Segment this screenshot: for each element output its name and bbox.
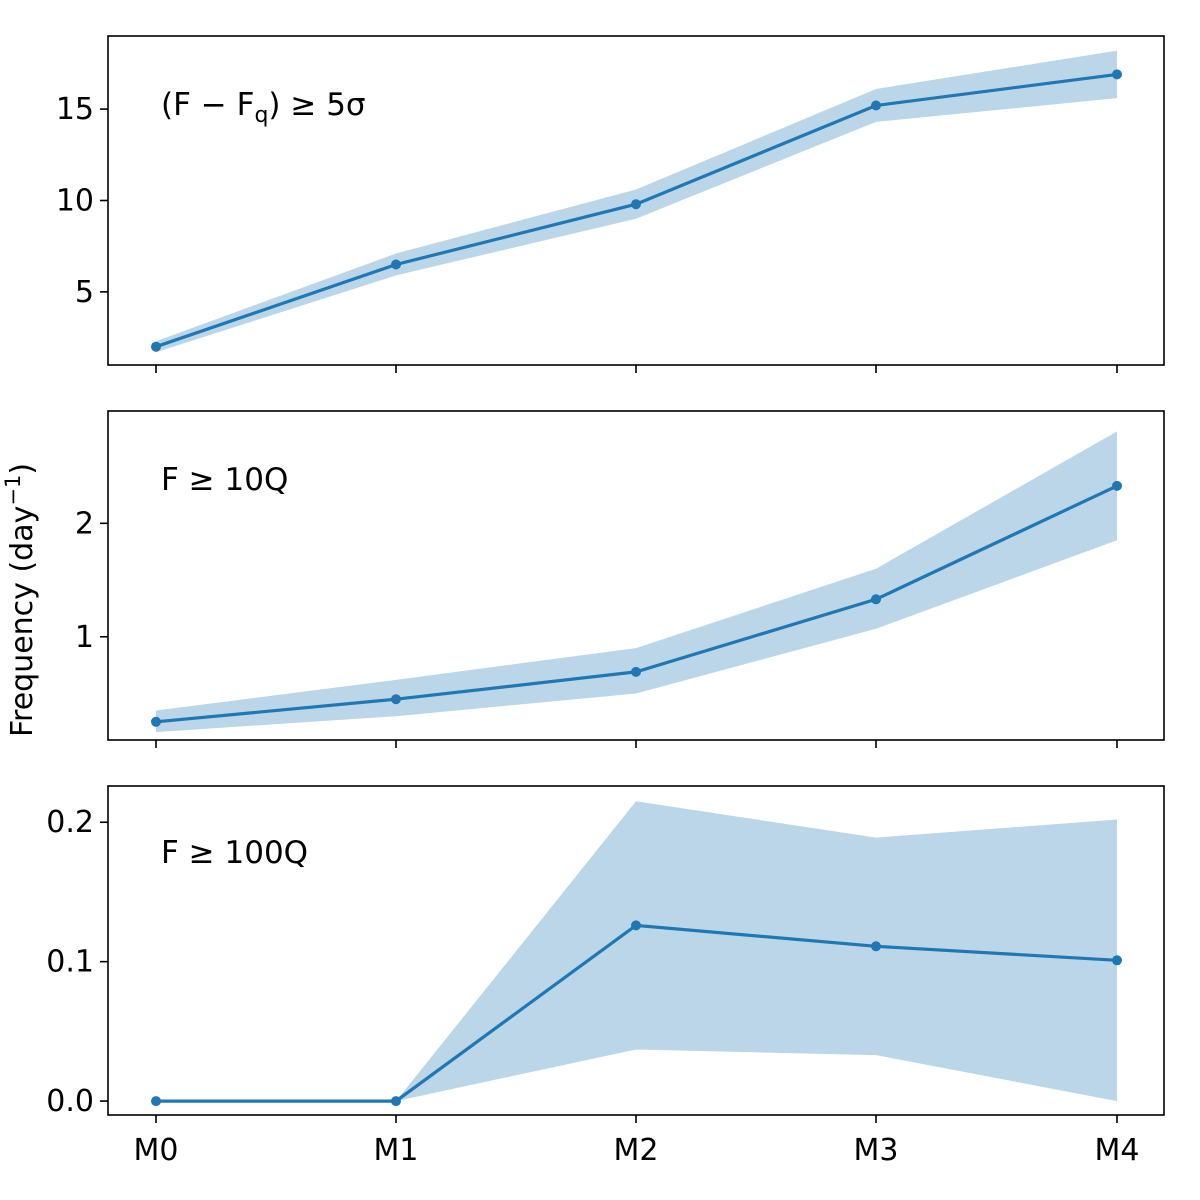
panel-2-y-ticks: 12 [75,506,108,655]
x-tick-label-M2: M2 [614,1133,659,1168]
panel-2-point-M3 [871,594,881,605]
panel-1-label-subscript: q [254,103,268,128]
panel-3-band-group [156,801,1117,1102]
panel-1-label-suffix: ) ≥ 5σ [268,87,365,123]
panel-1-y-tick-label: 10 [56,184,94,219]
panel-2-frame [107,410,1165,741]
x-axis-category-labels: M0 M1 M2 M3 M4 [134,1133,1140,1168]
panel-1-point-M1 [391,259,401,270]
panel-3-y-ticks: 0.0 0.1 0.2 [46,805,108,1119]
y-axis-label-superscript: −1 [1,475,25,506]
panel-3-point-M1 [391,1096,401,1107]
panel-2-y-tick-label: 1 [75,620,94,655]
panel-3-confidence-band [156,801,1117,1102]
panel-3-x-ticks [155,1115,1118,1123]
panel-2-x-ticks [155,740,1118,748]
panel-2-point-M2 [631,666,641,677]
panel-1-point-M4 [1112,69,1122,80]
panel-2-point-M0 [151,716,161,727]
panel-1-label-main: (F − F [161,87,254,123]
y-axis-label-suffix: ) [5,463,40,475]
panel-3-point-M2 [631,920,641,931]
panel-3-y-tick-label: 0.1 [46,945,94,980]
x-tick-label-M1: M1 [374,1133,419,1168]
panel-3-label: F ≥ 100Q [161,835,308,871]
panel-2-point-M1 [391,694,401,705]
panel-3-points [151,920,1122,1107]
panel-1: 5 10 15 (F − Fq) ≥ 5σ [56,35,1165,373]
panel-3-y-tick-label: 0.0 [46,1084,94,1119]
panel-1-frame [107,35,1165,366]
panel-2: 12 F ≥ 10Q [75,410,1165,748]
panel-1-y-tick-label: 5 [75,275,94,310]
x-tick-label-M0: M0 [134,1133,179,1168]
panel-1-y-tick-label: 15 [56,92,94,127]
panel-2-points [151,480,1122,727]
panel-2-label: F ≥ 10Q [161,462,288,498]
panel-1-point-M0 [151,341,161,352]
x-tick-label-M4: M4 [1095,1133,1140,1168]
y-axis-label: Frequency (day−1) [1,463,40,737]
panel-1-y-ticks: 5 10 15 [56,92,108,310]
panel-3-y-tick-label: 0.2 [46,805,94,840]
panel-2-y-tick-label: 2 [75,506,94,541]
y-axis-label-main: Frequency (day [5,506,40,737]
panel-1-label: (F − Fq) ≥ 5σ [161,87,366,128]
panel-1-point-M3 [871,100,881,111]
panel-1-x-ticks [155,365,1118,373]
panel-3: 0.0 0.1 0.2 F ≥ 100Q [46,785,1165,1123]
panel-3-frame [107,785,1165,1116]
x-tick-label-M3: M3 [854,1133,899,1168]
panel-2-point-M4 [1112,480,1122,491]
panel-3-point-M4 [1112,955,1122,966]
panel-1-point-M2 [631,199,641,210]
panel-3-point-M0 [151,1096,161,1107]
panel-1-points [151,69,1122,352]
panel-3-point-M3 [871,941,881,952]
